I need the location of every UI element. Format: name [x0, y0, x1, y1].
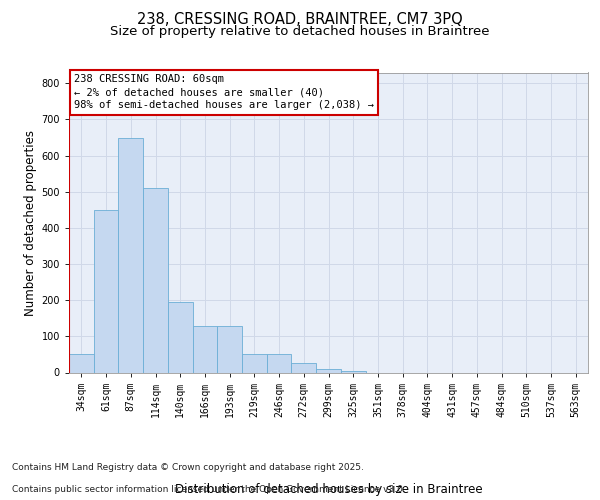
Bar — [118, 138, 143, 372]
Bar — [267, 354, 292, 372]
Bar — [143, 188, 168, 372]
Text: Contains public sector information licensed under the Open Government Licence v3: Contains public sector information licen… — [12, 485, 406, 494]
Bar — [316, 369, 341, 372]
Text: Contains HM Land Registry data © Crown copyright and database right 2025.: Contains HM Land Registry data © Crown c… — [12, 464, 364, 472]
Y-axis label: Number of detached properties: Number of detached properties — [25, 130, 37, 316]
Text: Size of property relative to detached houses in Braintree: Size of property relative to detached ho… — [110, 25, 490, 38]
Bar — [94, 210, 118, 372]
X-axis label: Distribution of detached houses by size in Braintree: Distribution of detached houses by size … — [175, 484, 482, 496]
Bar — [341, 370, 365, 372]
Text: 238, CRESSING ROAD, BRAINTREE, CM7 3PQ: 238, CRESSING ROAD, BRAINTREE, CM7 3PQ — [137, 12, 463, 28]
Bar — [242, 354, 267, 372]
Bar — [168, 302, 193, 372]
Bar — [292, 364, 316, 372]
Bar — [193, 326, 217, 372]
Bar — [69, 354, 94, 372]
Text: 238 CRESSING ROAD: 60sqm
← 2% of detached houses are smaller (40)
98% of semi-de: 238 CRESSING ROAD: 60sqm ← 2% of detache… — [74, 74, 374, 110]
Bar — [217, 326, 242, 372]
